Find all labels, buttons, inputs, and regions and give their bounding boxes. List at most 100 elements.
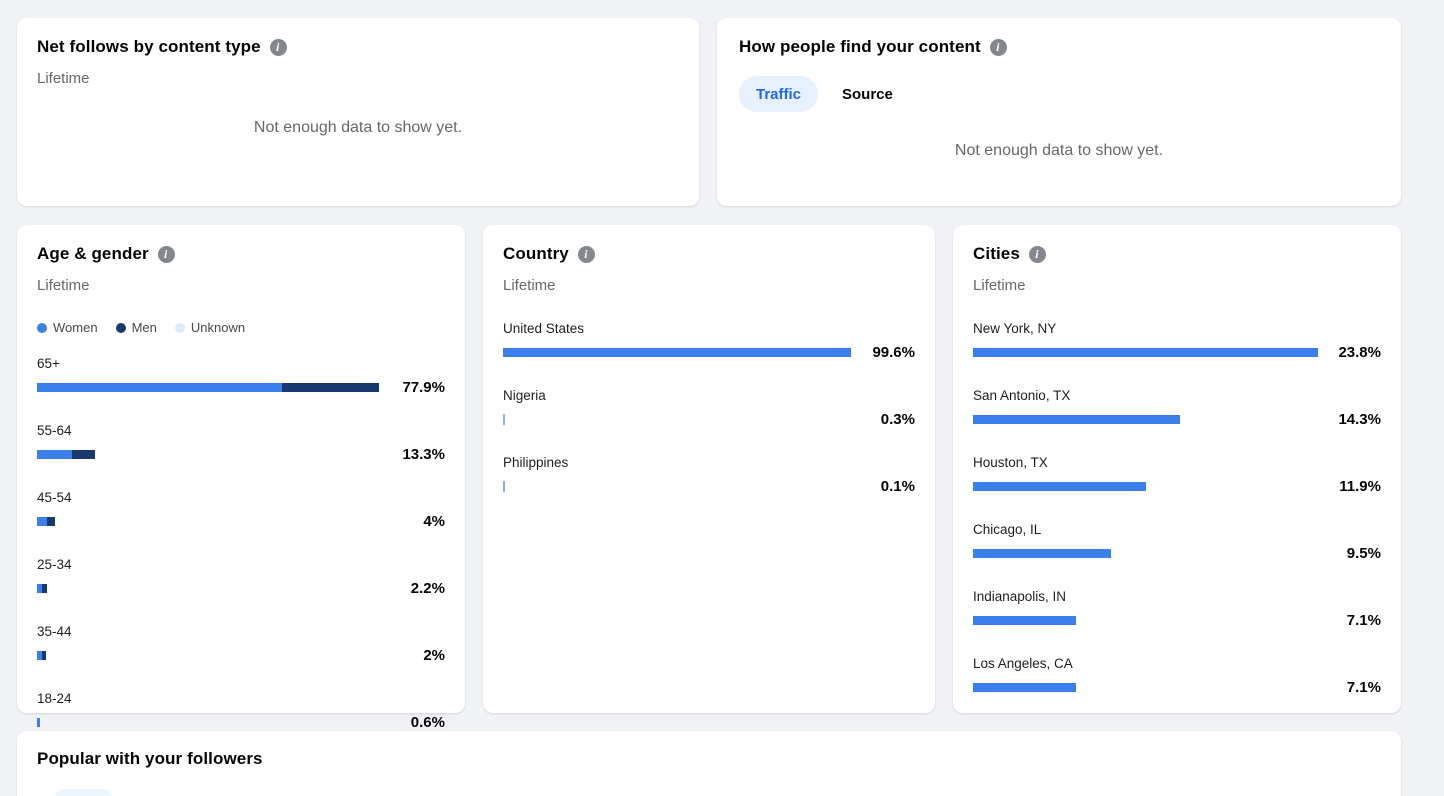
bar-segment-men bbox=[42, 651, 46, 660]
find-content-header: How people find your content i bbox=[739, 36, 1379, 58]
stacked-bar bbox=[37, 450, 379, 460]
stacked-bar bbox=[37, 651, 379, 661]
bar-fill bbox=[973, 683, 1076, 692]
country-period: Lifetime bbox=[503, 277, 556, 294]
bar-segment-men bbox=[282, 383, 379, 392]
bar bbox=[503, 481, 851, 492]
popular-followers-header: Popular with your followers bbox=[37, 748, 1381, 770]
country-label: Nigeria bbox=[503, 388, 546, 403]
age-band-value: 4% bbox=[423, 513, 445, 530]
women-dot-icon bbox=[37, 322, 47, 333]
age-band-label: 35-44 bbox=[37, 624, 72, 639]
age-band-label: 25-34 bbox=[37, 557, 72, 572]
net-follows-empty-state: Not enough data to show yet. bbox=[253, 119, 463, 136]
country-row: Nigeria 0.3% bbox=[503, 387, 915, 428]
legend-item-unknown: Unknown bbox=[174, 320, 246, 335]
bar-fill bbox=[973, 482, 1146, 491]
age-gender-chart: 65+ 77.9% 55-64 bbox=[37, 355, 445, 731]
cities-period: Lifetime bbox=[973, 277, 1026, 294]
bar bbox=[973, 616, 1318, 626]
city-label: San Antonio, TX bbox=[973, 388, 1071, 403]
legend-label: Women bbox=[53, 320, 98, 335]
bar-fill bbox=[973, 549, 1111, 558]
bar-segment-women bbox=[37, 584, 42, 593]
tab-traffic[interactable]: Traffic bbox=[739, 76, 819, 112]
info-icon[interactable]: i bbox=[577, 245, 595, 263]
net-follows-title: Net follows by content type bbox=[37, 37, 261, 56]
city-label: New York, NY bbox=[973, 321, 1057, 336]
info-icon[interactable]: i bbox=[1028, 245, 1046, 263]
legend-label: Unknown bbox=[190, 320, 246, 335]
popular-followers-title: Popular with your followers bbox=[37, 749, 263, 768]
age-row: 35-44 2% bbox=[37, 623, 445, 664]
find-content-title: How people find your content bbox=[739, 37, 981, 56]
find-content-card: How people find your content i Traffic S… bbox=[717, 18, 1401, 206]
bar bbox=[973, 482, 1318, 492]
bar bbox=[503, 348, 851, 358]
unknown-dot-icon bbox=[174, 322, 185, 333]
age-row: 18-24 0.6% bbox=[37, 690, 445, 731]
country-value: 99.6% bbox=[872, 344, 915, 361]
age-gender-title: Age & gender bbox=[37, 244, 149, 263]
bar-fill bbox=[503, 414, 505, 425]
city-value: 7.1% bbox=[1346, 679, 1381, 696]
bar-segment-women bbox=[37, 450, 72, 459]
find-content-empty-state: Not enough data to show yet. bbox=[954, 142, 1164, 159]
tab-source[interactable]: Source bbox=[842, 85, 893, 103]
insights-dashboard: Net follows by content type i Lifetime N… bbox=[17, 18, 1401, 796]
city-row: New York, NY 23.8% bbox=[973, 320, 1381, 361]
age-band-value: 77.9% bbox=[402, 379, 445, 396]
net-follows-period: Lifetime bbox=[37, 70, 90, 87]
bar-segment-men bbox=[72, 450, 95, 459]
info-icon[interactable]: i bbox=[989, 38, 1007, 56]
followers-active-tab-pill[interactable] bbox=[52, 789, 114, 796]
country-label: Philippines bbox=[503, 455, 569, 470]
age-band-value: 0.6% bbox=[410, 714, 445, 731]
stacked-bar bbox=[37, 383, 379, 393]
popular-followers-card: Popular with your followers bbox=[17, 731, 1401, 796]
cities-title: Cities bbox=[973, 244, 1020, 263]
country-value: 0.1% bbox=[880, 478, 915, 495]
bar-segment-women bbox=[37, 383, 282, 392]
country-row: Philippines 0.1% bbox=[503, 454, 915, 495]
legend-item-men: Men bbox=[115, 320, 157, 335]
age-band-label: 45-54 bbox=[37, 490, 72, 505]
bar-fill bbox=[973, 348, 1318, 357]
city-value: 14.3% bbox=[1338, 411, 1381, 428]
age-row: 25-34 2.2% bbox=[37, 556, 445, 597]
city-label: Houston, TX bbox=[973, 455, 1048, 470]
age-row: 45-54 4% bbox=[37, 489, 445, 530]
bar-segment-women bbox=[37, 651, 42, 660]
bar-fill bbox=[503, 348, 851, 357]
info-icon[interactable]: i bbox=[269, 38, 287, 56]
bar-segment-men bbox=[42, 584, 47, 593]
city-label: Indianapolis, IN bbox=[973, 589, 1067, 604]
bar-fill bbox=[503, 481, 505, 492]
age-band-label: 55-64 bbox=[37, 423, 72, 438]
bar-segment-women bbox=[37, 517, 47, 526]
country-row: United States 99.6% bbox=[503, 320, 915, 361]
country-label: United States bbox=[503, 321, 585, 336]
country-chart: United States 99.6% Nigeria 0.3% bbox=[503, 320, 915, 495]
info-icon[interactable]: i bbox=[157, 245, 175, 263]
city-value: 7.1% bbox=[1346, 612, 1381, 629]
age-band-label: 65+ bbox=[37, 356, 60, 371]
cities-card: Cities i Lifetime New York, NY 23.8% San… bbox=[953, 225, 1401, 713]
city-row: Houston, TX 11.9% bbox=[973, 454, 1381, 495]
net-follows-card: Net follows by content type i Lifetime N… bbox=[17, 18, 699, 206]
country-value: 0.3% bbox=[880, 411, 915, 428]
stacked-bar bbox=[37, 517, 379, 527]
bar bbox=[973, 348, 1318, 358]
gender-legend: Women Men Unknown bbox=[37, 320, 445, 335]
top-row: Net follows by content type i Lifetime N… bbox=[17, 18, 1401, 206]
cities-header: Cities i bbox=[973, 243, 1381, 265]
legend-label: Men bbox=[131, 320, 157, 335]
country-header: Country i bbox=[503, 243, 915, 265]
country-card: Country i Lifetime United States 99.6% N… bbox=[483, 225, 935, 713]
city-row: San Antonio, TX 14.3% bbox=[973, 387, 1381, 428]
bar-fill bbox=[973, 415, 1180, 424]
age-gender-period: Lifetime bbox=[37, 277, 90, 294]
age-band-value: 13.3% bbox=[402, 446, 445, 463]
bar bbox=[973, 549, 1318, 559]
find-content-tabs: Traffic Source bbox=[739, 76, 1379, 112]
